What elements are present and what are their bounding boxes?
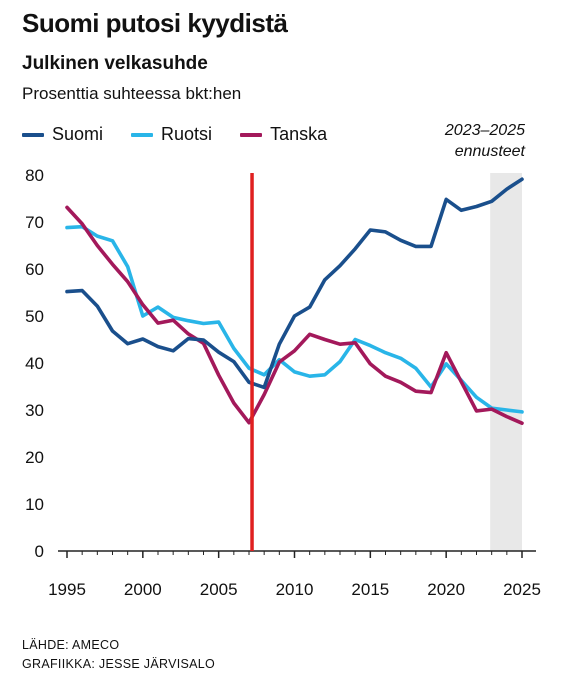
legend-swatch-suomi xyxy=(22,132,44,137)
y-tick-label: 50 xyxy=(25,307,44,326)
chart-title: Suomi putosi kyydistä xyxy=(22,8,288,38)
forecast-note-years: 2023–2025 xyxy=(444,122,525,139)
legend-item-ruotsi: Ruotsi xyxy=(131,124,212,145)
x-tick-label: 2020 xyxy=(427,580,465,599)
forecast-band xyxy=(490,173,522,551)
legend-label-ruotsi: Ruotsi xyxy=(161,124,213,144)
legend-swatch-tanska xyxy=(240,132,263,137)
y-tick-label: 40 xyxy=(25,354,44,373)
legend-label-tanska: Tanska xyxy=(270,124,328,144)
series-line-tanska xyxy=(65,205,524,426)
forecast-note: 2023–2025 ennusteet xyxy=(445,120,525,162)
x-tick-label: 2000 xyxy=(124,580,162,599)
x-tick-label: 2010 xyxy=(276,580,314,599)
legend: Suomi Ruotsi Tanska xyxy=(22,124,355,145)
y-tick-label: 0 xyxy=(35,542,44,561)
source-line: LÄHDE: AMECO xyxy=(22,638,120,652)
legend-item-suomi: Suomi xyxy=(22,124,103,145)
y-tick-label: 30 xyxy=(25,401,44,420)
series-line-ruotsi xyxy=(65,224,524,414)
x-tick-label: 2025 xyxy=(503,580,541,599)
legend-item-tanska: Tanska xyxy=(240,124,327,145)
legend-label-suomi: Suomi xyxy=(52,124,104,144)
x-tick-label: 2005 xyxy=(200,580,238,599)
forecast-note-label: ennusteet xyxy=(454,143,525,160)
y-tick-label: 70 xyxy=(25,213,44,232)
series-line-suomi xyxy=(65,177,524,390)
x-tick-label: 1995 xyxy=(48,580,86,599)
y-tick-label: 20 xyxy=(25,448,44,467)
y-tick-label: 60 xyxy=(25,260,44,279)
legend-swatch-ruotsi xyxy=(131,132,154,137)
unit-label: Prosenttia suhteessa bkt:hen xyxy=(22,84,242,103)
graphics-credit: GRAFIIKKA: JESSE JÄRVISALO xyxy=(22,657,216,671)
y-tick-label: 80 xyxy=(25,166,44,185)
y-tick-label: 10 xyxy=(25,495,44,514)
x-tick-label: 2015 xyxy=(351,580,389,599)
chart-subtitle: Julkinen velkasuhde xyxy=(22,53,208,74)
